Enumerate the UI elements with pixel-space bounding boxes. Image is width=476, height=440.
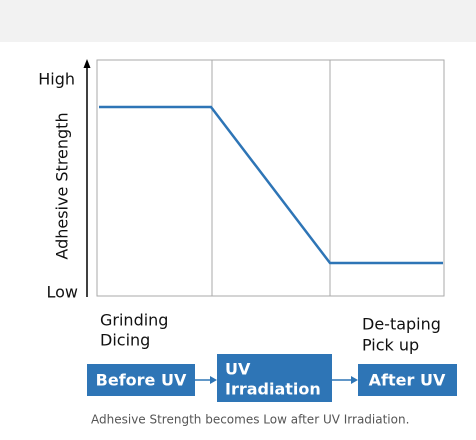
step-label: UV bbox=[225, 360, 251, 379]
strength-line bbox=[99, 105, 443, 265]
phase-label: Pick up bbox=[362, 336, 419, 355]
phase-label: De-taping bbox=[362, 315, 441, 334]
step-label: Before UV bbox=[96, 371, 187, 390]
low-label: Low bbox=[46, 283, 78, 302]
phase-label: Grinding bbox=[100, 311, 168, 330]
arrow-head bbox=[351, 376, 358, 384]
caption: Adhesive Strength becomes Low after UV I… bbox=[91, 413, 409, 427]
step-uv: UV Irradiation bbox=[217, 354, 332, 402]
plot-frame bbox=[96, 59, 445, 297]
step-label: After UV bbox=[369, 371, 446, 390]
top-band bbox=[0, 0, 476, 42]
step-box bbox=[87, 364, 195, 396]
step-before: Before UV bbox=[87, 364, 195, 396]
arrow-head bbox=[210, 376, 217, 384]
step-box bbox=[217, 354, 332, 402]
step-box bbox=[358, 364, 457, 396]
high-label: High bbox=[38, 70, 75, 89]
step-label: Irradiation bbox=[225, 380, 321, 399]
y-axis-title: Adhesive Strength bbox=[53, 112, 72, 259]
step-after: After UV bbox=[358, 364, 457, 396]
phase-label: Dicing bbox=[100, 331, 150, 350]
y-axis-arrow bbox=[83, 59, 91, 68]
